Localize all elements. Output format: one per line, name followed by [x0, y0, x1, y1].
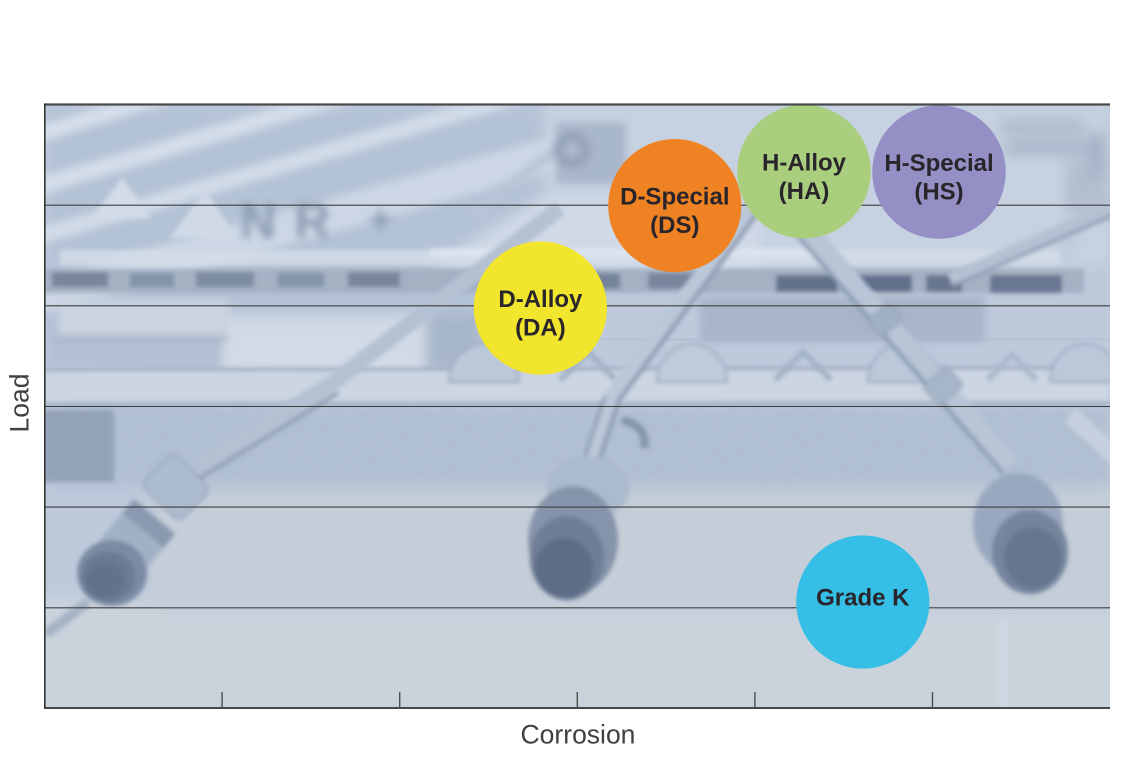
svg-text:Load: Load	[5, 374, 35, 433]
svg-text:(HS): (HS)	[914, 179, 963, 206]
svg-text:H-Special: H-Special	[884, 150, 993, 177]
svg-text:H-Alloy: H-Alloy	[762, 150, 847, 177]
svg-text:(HA): (HA)	[779, 178, 830, 205]
svg-text:D-Special: D-Special	[620, 184, 729, 211]
svg-text:(DS): (DS)	[650, 212, 699, 239]
svg-text:Corrosion: Corrosion	[521, 720, 636, 750]
svg-text:D-Alloy: D-Alloy	[498, 286, 583, 313]
svg-text:+: +	[368, 196, 393, 243]
svg-text:Grade K: Grade K	[816, 584, 910, 611]
svg-text:(DA): (DA)	[515, 315, 566, 342]
svg-text:NR: NR	[240, 193, 348, 249]
